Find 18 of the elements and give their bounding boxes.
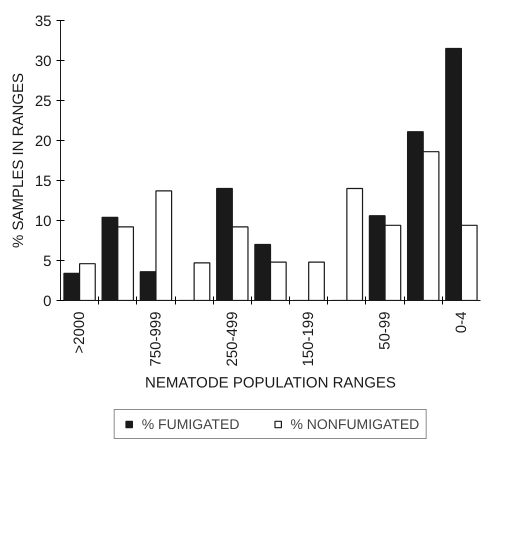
x-tick-label: >2000 bbox=[71, 311, 88, 354]
x-axis-title: NEMATODE POPULATION RANGES bbox=[145, 374, 396, 392]
y-tick-label: 5 bbox=[43, 253, 52, 270]
x-tick-label: 50-99 bbox=[376, 311, 394, 350]
y-tick-label: 30 bbox=[34, 53, 52, 70]
y-tick-label: 20 bbox=[34, 133, 52, 150]
x-tick-label: 750-999 bbox=[147, 311, 164, 367]
y-tick-label: 10 bbox=[34, 213, 52, 230]
y-tick-label: 35 bbox=[34, 13, 52, 30]
legend-label: % NONFUMIGATED bbox=[290, 416, 420, 432]
y-tick-label: 0 bbox=[43, 293, 52, 310]
x-tick-label: 250-499 bbox=[224, 311, 241, 367]
legend-label: % FUMIGATED bbox=[142, 416, 240, 432]
y-tick-label: 25 bbox=[34, 93, 52, 110]
x-tick-label: 150-199 bbox=[300, 311, 318, 367]
x-tick-label: 0-4 bbox=[452, 311, 470, 334]
y-axis-title: % SAMPLES IN RANGES bbox=[10, 72, 27, 248]
y-tick-label: 15 bbox=[34, 173, 52, 190]
